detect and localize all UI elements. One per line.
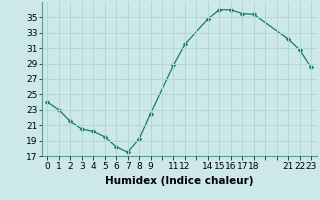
X-axis label: Humidex (Indice chaleur): Humidex (Indice chaleur)	[105, 176, 253, 186]
